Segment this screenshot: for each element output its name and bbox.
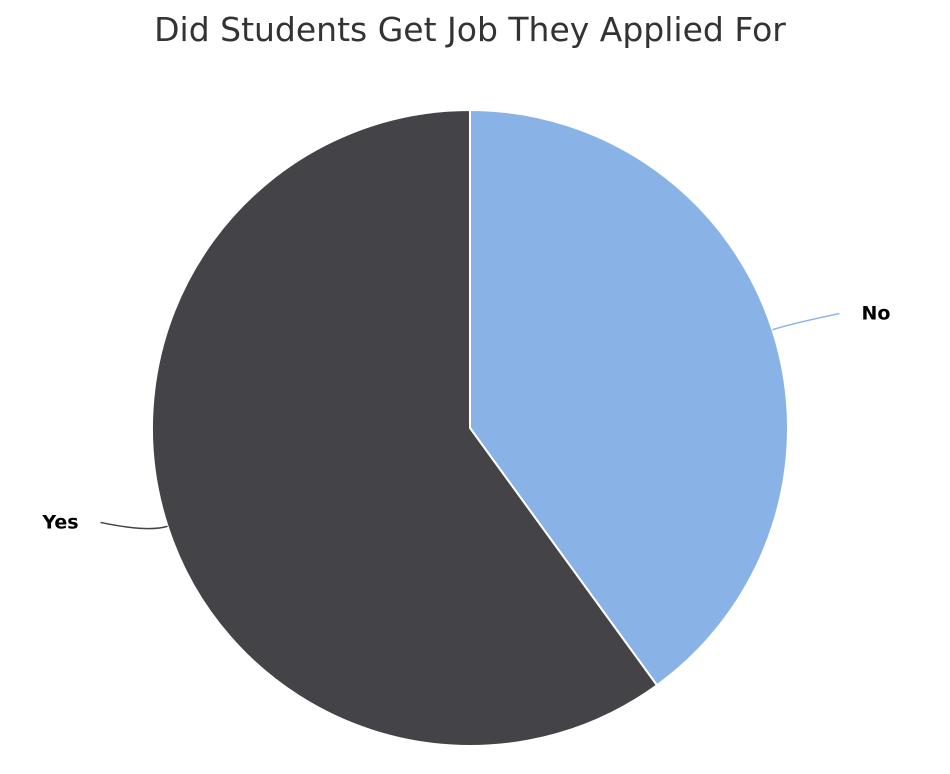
label-connector-yes bbox=[100, 521, 168, 530]
slice-label-no: No bbox=[861, 303, 890, 325]
slice-labels: No Yes bbox=[41, 303, 890, 534]
label-connectors bbox=[100, 312, 840, 530]
label-connector-no bbox=[772, 312, 840, 331]
chart-title: Did Students Get Job They Applied For bbox=[154, 10, 786, 49]
slice-label-yes: Yes bbox=[41, 511, 78, 533]
pie-slice-yes[interactable] bbox=[151, 109, 658, 747]
pie-slices bbox=[151, 109, 789, 747]
pie-slice-no[interactable] bbox=[469, 109, 789, 687]
